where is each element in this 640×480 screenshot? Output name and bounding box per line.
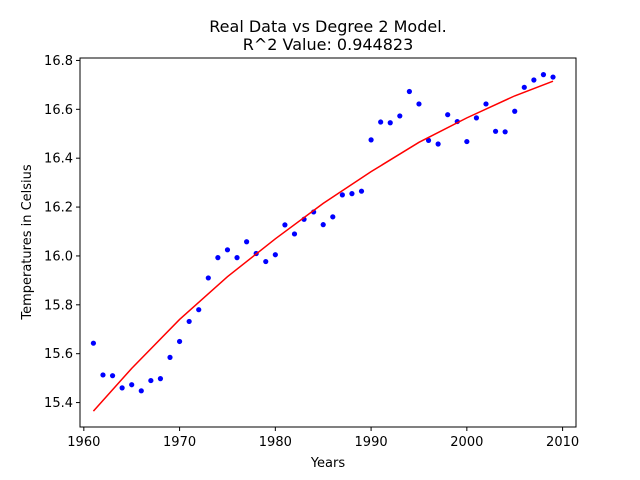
data-point	[464, 138, 470, 145]
data-point	[445, 112, 451, 118]
x-tick-label: 2010	[546, 435, 579, 450]
y-axis-label: Temperatures in Celsius	[20, 164, 35, 321]
data-point	[167, 354, 173, 360]
data-point	[244, 239, 250, 245]
data-point	[387, 120, 393, 126]
data-point	[176, 338, 183, 345]
data-point	[119, 385, 125, 391]
x-tick-label: 1960	[67, 435, 100, 450]
y-tick-label: 15.6	[44, 347, 73, 362]
data-point	[320, 222, 326, 228]
data-point	[397, 113, 403, 119]
data-point	[109, 373, 116, 379]
y-tick-label: 15.4	[44, 396, 73, 411]
data-point	[129, 382, 135, 388]
data-point	[330, 214, 336, 220]
y-tick-label: 16.0	[44, 249, 73, 264]
data-point	[138, 388, 144, 394]
y-tick-label: 16.6	[44, 103, 73, 118]
data-point	[224, 247, 231, 253]
data-point	[358, 188, 365, 194]
data-point	[531, 77, 537, 83]
data-point	[339, 192, 345, 198]
chart-title-line2: R^2 Value: 0.944823	[243, 35, 414, 54]
data-point	[473, 115, 480, 121]
y-tick-label: 16.8	[44, 54, 73, 69]
y-tick-label: 16.4	[44, 152, 73, 167]
data-point	[157, 376, 164, 382]
data-point	[196, 307, 202, 313]
x-tick-label: 1980	[259, 435, 292, 450]
x-tick-label: 2000	[450, 435, 483, 450]
model-curve-line	[92, 80, 554, 412]
data-point	[148, 377, 154, 384]
data-point	[205, 275, 211, 281]
x-axis-label: Years	[310, 456, 346, 471]
data-point	[349, 191, 355, 197]
data-point	[492, 128, 499, 134]
plot-area	[90, 72, 556, 412]
data-point	[234, 255, 240, 261]
data-point	[435, 141, 441, 147]
data-point	[521, 84, 527, 90]
data-point	[263, 258, 269, 265]
data-point	[483, 101, 489, 107]
data-point	[425, 137, 432, 143]
data-point	[502, 129, 508, 135]
axis-ticks: 1960 1970 1980 1990 2000 2010 15.4 15.6 15.8 16.0…	[44, 54, 579, 450]
data-point	[186, 318, 192, 325]
data-point	[416, 101, 422, 107]
data-point	[550, 74, 556, 80]
data-point	[282, 222, 288, 228]
y-tick-label: 16.2	[44, 201, 73, 216]
data-point	[272, 252, 278, 258]
data-point	[90, 340, 97, 346]
x-tick-label: 1970	[163, 435, 196, 450]
chart-title-line1: Real Data vs Degree 2 Model.	[209, 17, 446, 36]
data-point	[368, 137, 374, 143]
data-point	[215, 255, 221, 261]
data-point	[291, 231, 298, 237]
data-point	[100, 372, 106, 378]
data-point	[378, 119, 384, 125]
y-tick-label: 15.8	[44, 298, 73, 313]
data-point	[406, 88, 412, 95]
data-point	[540, 72, 547, 78]
plot-frame	[79, 57, 577, 428]
data-point	[512, 108, 518, 114]
x-tick-label: 1990	[355, 435, 388, 450]
